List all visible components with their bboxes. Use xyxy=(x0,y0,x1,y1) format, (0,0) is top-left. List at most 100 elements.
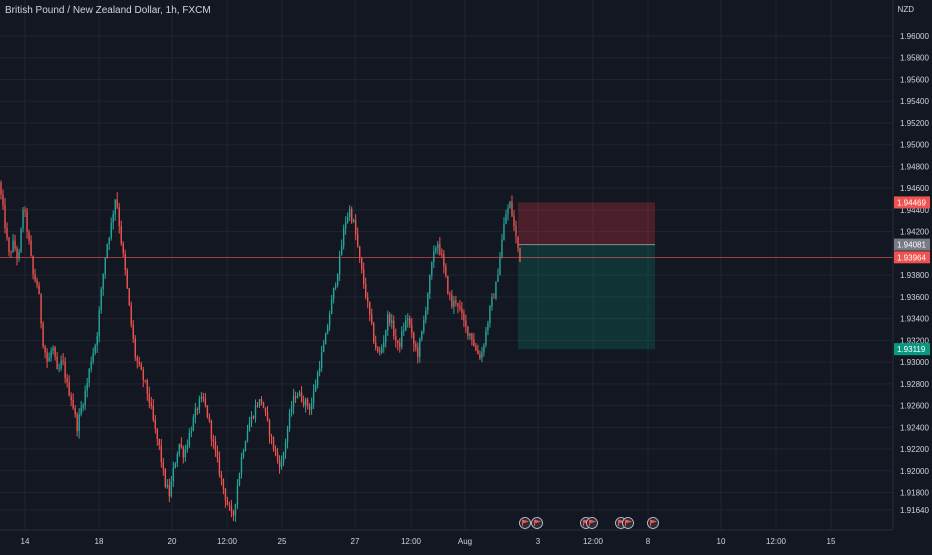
price-tick-label: 1.95000 xyxy=(900,141,929,150)
candle-body xyxy=(210,420,213,440)
candle-body xyxy=(134,338,136,358)
candle-body xyxy=(477,350,479,355)
candle-body xyxy=(16,248,18,259)
candle-body xyxy=(338,255,341,275)
flag-icon[interactable] xyxy=(622,517,634,529)
flag-icon[interactable] xyxy=(647,517,659,529)
candle-body xyxy=(389,314,391,323)
time-scale[interactable]: 14 18 20 12:00 25 27 12:00 Aug 3 12:00 8 10 12:00 15 xyxy=(21,537,836,546)
position-tool[interactable] xyxy=(518,202,655,350)
candle-body xyxy=(258,399,261,406)
candle-body xyxy=(112,214,114,223)
candle-body xyxy=(240,456,243,474)
candle-body xyxy=(320,351,323,369)
candle-body xyxy=(98,310,100,337)
price-tick-label: 1.92000 xyxy=(900,467,929,476)
candle-body xyxy=(483,345,485,353)
candle-body xyxy=(0,182,2,195)
candle-body xyxy=(274,448,277,453)
candle-body xyxy=(318,368,321,373)
candle-body xyxy=(96,336,98,346)
price-tick-label: 1.94400 xyxy=(900,206,929,215)
candle-body xyxy=(246,431,249,442)
candle-body xyxy=(148,393,150,403)
candle-body xyxy=(282,452,285,463)
candle-body xyxy=(230,506,233,512)
candle-body xyxy=(80,407,82,415)
candle-body xyxy=(465,320,467,327)
candle-body xyxy=(104,257,106,275)
candle-body xyxy=(146,380,148,394)
candle-body xyxy=(20,228,22,252)
flag-icon[interactable] xyxy=(519,517,531,529)
candle-body xyxy=(142,369,144,380)
stop-loss-zone[interactable] xyxy=(518,202,655,245)
price-tick-label: 1.95200 xyxy=(900,119,929,128)
candle-body xyxy=(44,346,46,353)
event-markers[interactable] xyxy=(519,517,659,529)
candle-body xyxy=(509,201,511,209)
candle-body xyxy=(344,222,347,228)
candle-body xyxy=(467,326,469,336)
candle-body xyxy=(294,396,297,398)
candle-body xyxy=(415,344,417,348)
candle-body xyxy=(461,308,463,314)
candle-body xyxy=(266,412,269,421)
candle-body xyxy=(58,368,60,370)
time-tick-label: 15 xyxy=(827,537,836,546)
candle-body xyxy=(254,405,257,418)
flag-icon[interactable] xyxy=(531,517,543,529)
candle-body xyxy=(168,485,171,497)
candle-body xyxy=(322,344,325,352)
candle-body xyxy=(264,407,267,413)
candle-body xyxy=(423,320,425,332)
candle-body xyxy=(26,211,28,233)
candle-body xyxy=(120,226,122,244)
price-scale[interactable]: 1.96000 1.95800 1.95600 1.95400 1.95200 1.950… xyxy=(900,32,929,515)
candle-body xyxy=(252,416,255,418)
flag-icon[interactable] xyxy=(586,517,598,529)
candle-body xyxy=(306,399,309,407)
flag-icon-circle xyxy=(647,517,659,529)
candle-body xyxy=(72,400,74,409)
candle-body xyxy=(54,347,56,357)
candle-body xyxy=(94,345,96,353)
candle-body xyxy=(308,406,311,410)
candle-body xyxy=(367,297,369,302)
candle-body xyxy=(519,247,521,262)
time-tick-label: 10 xyxy=(717,537,726,546)
candle-body xyxy=(326,326,329,334)
candle-body xyxy=(499,257,501,276)
candle-body xyxy=(126,270,128,289)
candle-body xyxy=(10,251,12,253)
candle-body xyxy=(176,454,179,464)
candle-body xyxy=(383,342,385,348)
candle-body xyxy=(360,257,363,270)
candle-body xyxy=(513,215,515,227)
price-tick-label: 1.94200 xyxy=(900,228,929,237)
candle-body xyxy=(34,274,36,281)
candle-body xyxy=(68,382,70,396)
candle-body xyxy=(88,368,90,383)
candle-body xyxy=(204,398,207,406)
candle-body xyxy=(100,289,102,311)
candle-body xyxy=(138,361,140,364)
candle-body xyxy=(52,347,54,351)
price-tick-label: 1.93600 xyxy=(900,293,929,302)
candle-body xyxy=(12,240,14,253)
candle-body xyxy=(260,399,263,403)
candle-body xyxy=(401,331,403,347)
candle-body xyxy=(503,223,505,240)
flag-icon-circle xyxy=(586,517,598,529)
candle-body xyxy=(136,357,138,362)
candle-body xyxy=(212,439,215,442)
candle-body xyxy=(170,481,173,497)
candle-body xyxy=(174,463,177,468)
take-profit-zone[interactable] xyxy=(518,244,655,350)
candle-body xyxy=(196,408,199,410)
candle-body xyxy=(316,372,319,386)
candle-body xyxy=(238,473,241,486)
time-tick-label: 27 xyxy=(351,537,360,546)
